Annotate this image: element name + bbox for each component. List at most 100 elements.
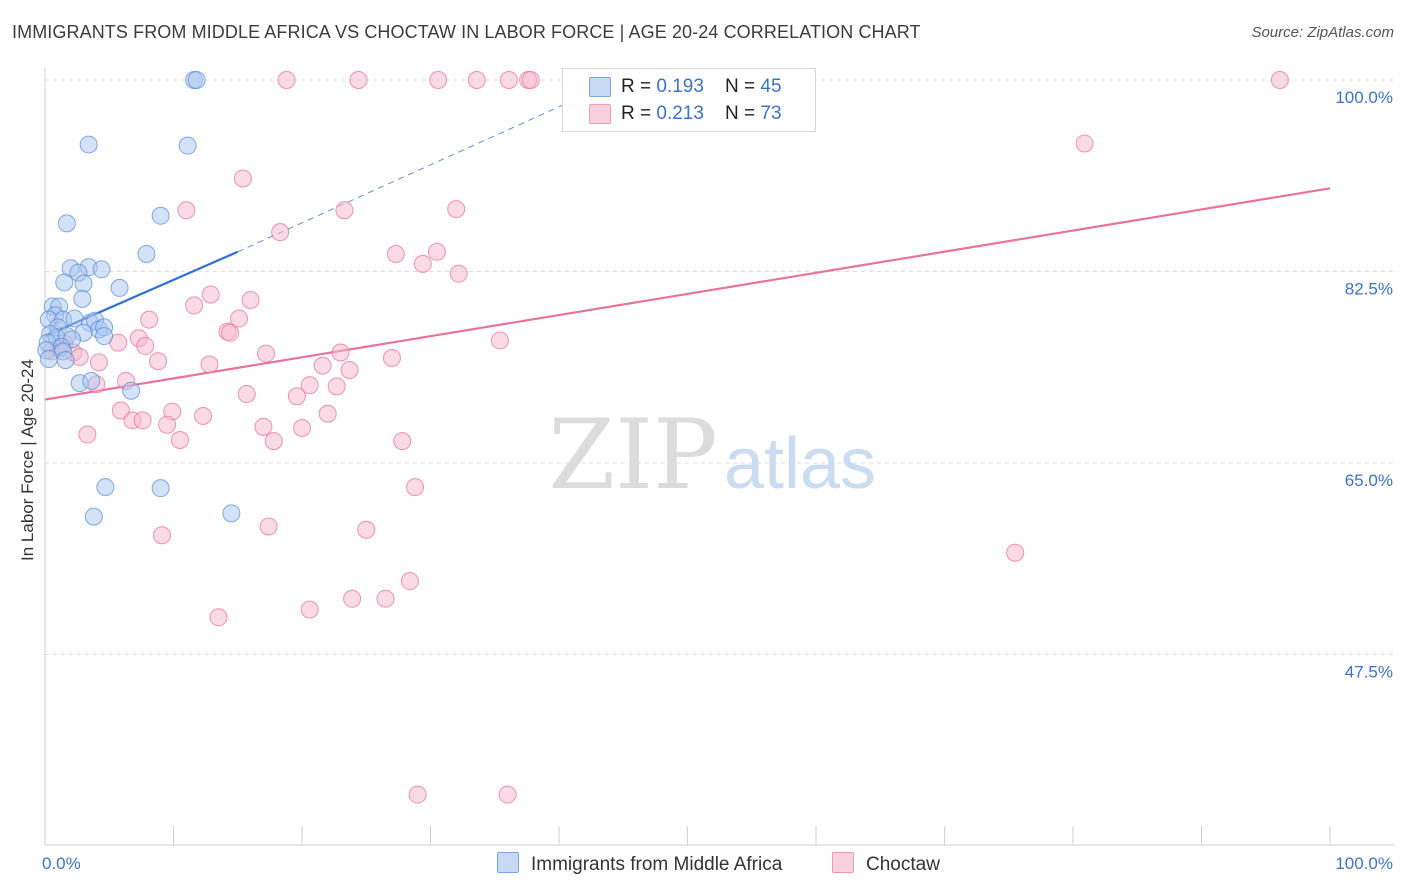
choctaw-point: [230, 309, 249, 328]
legend-swatch-blue: [497, 852, 519, 873]
middle-africa-point: [79, 135, 98, 154]
legend-r-label: R =: [621, 103, 657, 124]
choctaw-point: [376, 589, 395, 608]
choctaw-point: [1006, 543, 1025, 562]
choctaw-point: [254, 417, 273, 436]
legend-item-choctaw: Choctaw: [832, 852, 940, 876]
choctaw-point: [340, 360, 359, 379]
choctaw-point: [429, 71, 448, 89]
choctaw-point: [111, 401, 130, 420]
choctaw-point: [386, 244, 405, 263]
choctaw-point: [233, 169, 252, 188]
y-tick-label: 100.0%: [1335, 88, 1393, 107]
choctaw-point: [343, 589, 362, 608]
middle-africa-point: [187, 71, 206, 89]
choctaw-point: [140, 310, 159, 329]
middle-africa-point: [122, 381, 141, 400]
y-tick-label: 82.5%: [1345, 280, 1393, 299]
legend-r-value: 0.213: [656, 103, 704, 124]
choctaw-point: [257, 344, 276, 363]
choctaw-point: [259, 517, 278, 536]
middle-africa-point: [137, 244, 156, 263]
choctaw-point: [331, 343, 350, 362]
choctaw-point: [158, 415, 177, 434]
tick-labels: 100.0% 82.5% 65.0% 47.5% 0.0% 100.0%: [42, 88, 1393, 873]
legend-n-value: 45: [760, 76, 782, 97]
legend-swatch-blue: [589, 77, 611, 97]
choctaw-point: [177, 201, 196, 220]
choctaw-point: [447, 200, 466, 219]
choctaw-point: [393, 432, 412, 451]
choctaw-point: [413, 254, 432, 273]
choctaw-point: [449, 264, 468, 283]
choctaw-point: [327, 377, 346, 396]
choctaw-point: [427, 242, 446, 261]
middle-africa-point: [151, 479, 170, 498]
choctaw-point: [349, 71, 368, 89]
watermark: ZIP atlas: [548, 399, 876, 511]
legend-n-label: N =: [725, 103, 761, 124]
choctaw-point: [300, 376, 319, 395]
middle-africa-point: [73, 289, 92, 308]
source-label: Source: ZipAtlas.com: [1251, 24, 1394, 41]
y-tick-label: 65.0%: [1345, 471, 1393, 490]
legend-swatch-pink: [589, 104, 611, 124]
choctaw-point: [521, 71, 540, 89]
choctaw-point: [149, 352, 168, 371]
x-tick-label: 100.0%: [1335, 854, 1393, 873]
watermark-atlas: atlas: [724, 424, 876, 504]
middle-africa-point: [82, 371, 101, 390]
choctaw-point: [335, 201, 354, 220]
choctaw-point: [133, 411, 152, 430]
middle-africa-point: [39, 350, 58, 369]
legend-n-value: 73: [760, 103, 782, 124]
middle-africa-point: [151, 206, 170, 225]
middle-africa-point: [95, 327, 114, 346]
choctaw-point: [170, 431, 189, 450]
watermark-zip: ZIP: [548, 399, 717, 511]
choctaw-point: [201, 285, 220, 304]
series-legend: Immigrants from Middle Africa Choctaw: [0, 852, 1406, 878]
choctaw-point: [406, 478, 425, 497]
choctaw-point: [194, 406, 213, 425]
choctaw-point: [271, 223, 290, 242]
choctaw-point: [277, 71, 296, 89]
choctaw-point: [241, 290, 260, 309]
choctaw-point: [200, 355, 219, 374]
y-axis-label: In Labor Force | Age 20-24: [18, 359, 37, 561]
middle-africa-point: [84, 507, 103, 526]
middle-africa-point: [110, 278, 129, 297]
choctaw-point: [408, 785, 427, 804]
choctaw-point: [1270, 71, 1289, 89]
choctaw-point: [498, 785, 517, 804]
choctaw-point: [78, 425, 97, 444]
choctaw-point: [467, 71, 486, 89]
x-tick-label: 0.0%: [42, 854, 81, 873]
choctaw-point: [152, 526, 171, 545]
middle-africa-point: [92, 260, 111, 279]
middle-africa-point: [55, 273, 74, 292]
choctaw-point: [357, 520, 376, 539]
legend-swatch-pink: [832, 852, 854, 873]
data-points: [37, 71, 1289, 804]
choctaw-point: [400, 572, 419, 591]
choctaw-point: [318, 404, 337, 423]
trend-line-middle-africa-extension: [237, 77, 624, 253]
legend-r-label: R =: [621, 76, 657, 97]
middle-africa-point: [178, 136, 197, 155]
stats-legend: R = 0.193 N = 45 R = 0.213 N = 73: [562, 68, 816, 132]
choctaw-point: [300, 600, 319, 619]
legend-n-label: N =: [725, 76, 761, 97]
legend-item-middle-africa: Immigrants from Middle Africa: [497, 852, 782, 876]
choctaw-point: [136, 336, 155, 355]
choctaw-point: [264, 432, 283, 451]
legend-series-name: Choctaw: [866, 854, 940, 875]
legend-series-name: Immigrants from Middle Africa: [531, 854, 783, 875]
choctaw-point: [89, 353, 108, 372]
choctaw-point: [237, 385, 256, 404]
choctaw-point: [293, 418, 311, 437]
choctaw-point: [382, 348, 401, 367]
choctaw-point: [1075, 134, 1094, 153]
middle-africa-point: [74, 274, 93, 293]
